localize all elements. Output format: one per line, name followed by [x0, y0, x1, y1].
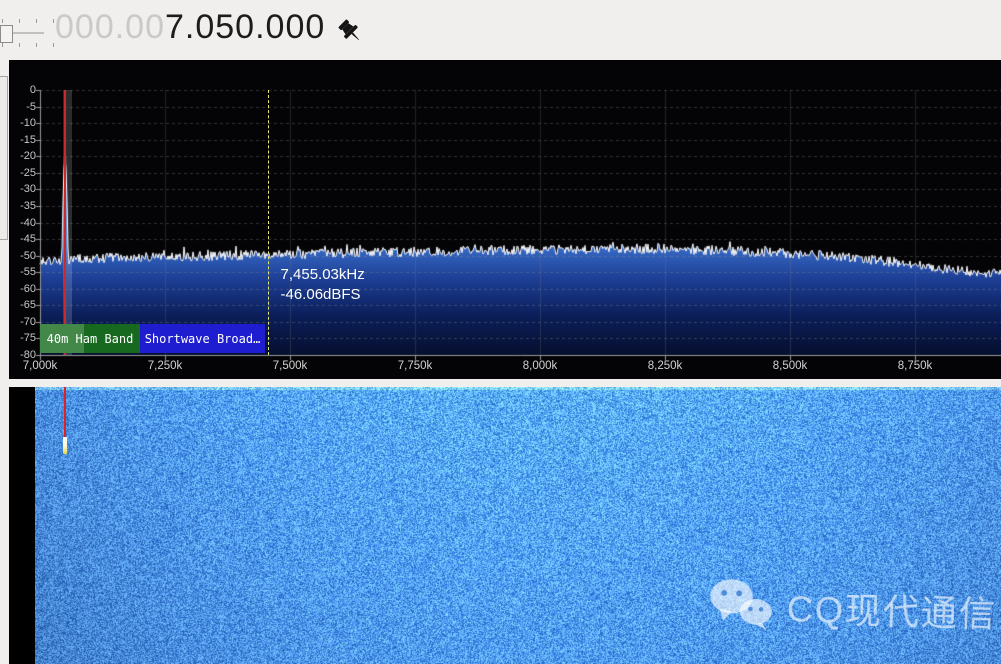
x-tick-label: 7,000k: [22, 360, 58, 372]
slider-tick: [19, 43, 20, 47]
y-tick-label: -5: [26, 100, 36, 113]
y-tick-label: -65: [20, 299, 36, 312]
x-tick-label: 8,250k: [647, 360, 683, 372]
y-tick-label: -60: [20, 282, 36, 295]
waterfall-panel: CQ现代通信: [9, 387, 1001, 664]
waterfall-signal-trace: [63, 437, 67, 454]
x-tick-label: 7,500k: [272, 360, 308, 372]
slider-thumb[interactable]: [0, 25, 13, 43]
slider-tick: [19, 19, 20, 23]
band-label: Shortwave Broad…: [144, 331, 261, 346]
tuning-passband[interactable]: [63, 90, 72, 355]
slider-tick: [36, 43, 37, 47]
x-tick-label: 8,500k: [772, 360, 808, 372]
frequency-tuned-digits[interactable]: 7.050.000: [165, 8, 326, 46]
y-tick-label: -20: [20, 150, 36, 163]
y-tick-label: -40: [20, 216, 36, 229]
x-tick-label: 7,750k: [397, 360, 433, 372]
tuned-frequency-line[interactable]: [64, 90, 66, 355]
y-tick-label: -25: [20, 166, 36, 179]
y-tick-label: -30: [20, 183, 36, 196]
frequency-display[interactable]: 000.007.050.000: [55, 8, 325, 47]
pin-icon[interactable]: [336, 17, 366, 47]
slider-tick: [2, 19, 3, 23]
y-tick-label: -35: [20, 199, 36, 212]
x-tick-label: 8,000k: [522, 360, 558, 372]
slider-tick: [53, 43, 54, 47]
y-tick-label: -15: [20, 133, 36, 146]
slider-tick: [36, 19, 37, 23]
cursor-crosshair-line: [267, 90, 269, 355]
watermark-text: CQ现代通信: [786, 588, 998, 635]
waterfall-tuning-line[interactable]: [64, 387, 66, 437]
bandplan-shortwave-broadcast: Shortwave Broad…: [140, 324, 265, 353]
frequency-leading-zeros[interactable]: 000.00: [55, 8, 165, 46]
slider-track[interactable]: [4, 32, 44, 34]
y-tick-label: -75: [20, 332, 36, 345]
x-tick-label: 7,250k: [147, 360, 183, 372]
cursor-level-readout: -46.06dBFS: [280, 286, 361, 303]
x-tick-label: 8,750k: [897, 360, 933, 372]
y-tick-label: -45: [20, 233, 36, 246]
waterfall-canvas[interactable]: [35, 387, 1001, 664]
y-tick-label: -55: [20, 266, 36, 279]
cursor-frequency-readout: 7,455.03kHz: [280, 266, 365, 283]
waterfall-newest-line: [35, 387, 1001, 390]
y-tick-label: -80: [20, 349, 36, 361]
slider-tick: [53, 19, 54, 23]
frequency-step-slider[interactable]: [0, 16, 58, 50]
y-tick-label: -70: [20, 315, 36, 328]
band-label: 40m Ham Band: [46, 331, 134, 346]
spectrum-panel: 0 -5 -10 -15 -20 -25 -30 -35 -40 -45 -50 -55 -60 -65 -…: [9, 60, 1001, 379]
frequency-bar: 000.007.050.000: [0, 0, 1001, 60]
y-tick-label: -10: [20, 117, 36, 130]
slider-tick: [2, 43, 3, 47]
bandplan-40m-ham-band: 40m Ham Band: [40, 324, 140, 353]
cursor-tooltip: 7,455.03kHz -46.06dBFS: [281, 265, 365, 305]
watermark: CQ现代通信: [708, 577, 997, 639]
wechat-icon: [710, 579, 772, 631]
y-tick-label: -50: [20, 249, 36, 262]
y-tick-label: 0: [29, 84, 36, 96]
side-panel-slider[interactable]: [0, 76, 8, 240]
